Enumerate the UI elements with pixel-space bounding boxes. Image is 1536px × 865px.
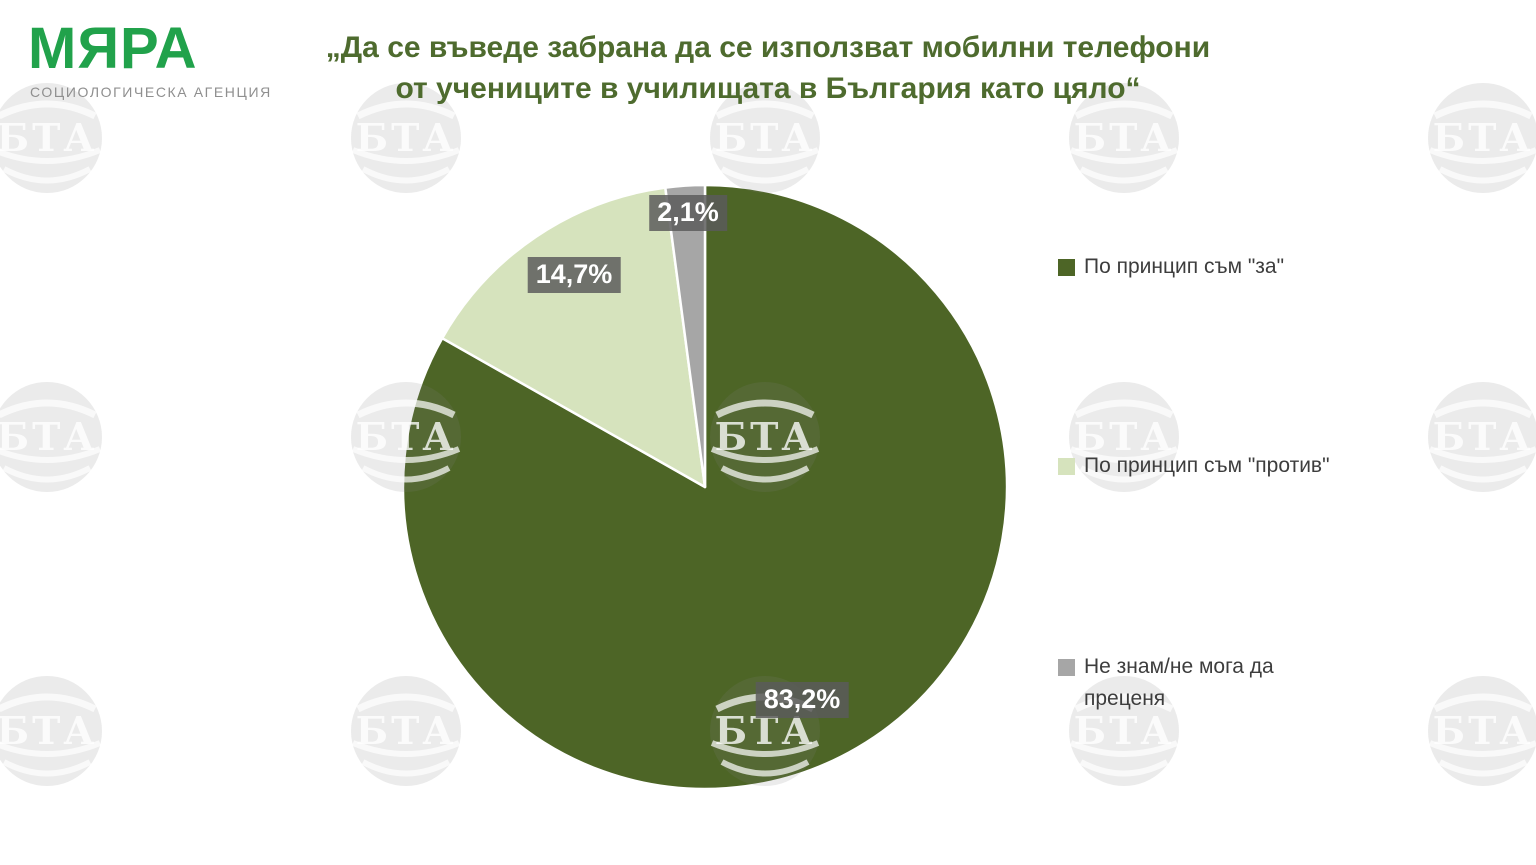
pie-slice-ne-znam — [664, 183, 707, 489]
pie-slice-protiv — [440, 186, 707, 489]
legend-swatch-za — [1058, 259, 1075, 276]
legend-swatch-protiv — [1058, 458, 1075, 475]
legend-item-protiv: По принцип съм "против" — [1058, 454, 1330, 478]
logo-subtitle: СОЦИОЛОГИЧЕСКА АГЕНЦИЯ — [30, 84, 272, 100]
chart-title: „Да се въведе забрана да се използват мо… — [253, 27, 1283, 109]
legend-item-za: По принцип съм "за" — [1058, 255, 1284, 279]
chart-title-line2: от учениците в училищата в България като… — [395, 72, 1141, 105]
legend-label-protiv: По принцип съм "против" — [1084, 454, 1330, 477]
data-label-za: 83,2% — [755, 682, 849, 718]
data-label-protiv: 14,7% — [527, 257, 621, 293]
logo-text: МЯРА — [28, 16, 198, 81]
legend-item-ne-znam: Не знам/не мога да преценя — [1058, 651, 1304, 715]
legend-label-ne-znam: Не знам/не мога да преценя — [1084, 655, 1274, 710]
chart-title-line1: „Да се въведе забрана да се използват мо… — [325, 31, 1211, 64]
legend-swatch-ne-znam — [1058, 659, 1075, 676]
agency-logo: МЯРА СОЦИОЛОГИЧЕСКА АГЕНЦИЯ — [28, 16, 272, 101]
legend-label-za: По принцип съм "за" — [1084, 255, 1285, 278]
data-label-ne-znam: 2,1% — [649, 195, 727, 231]
